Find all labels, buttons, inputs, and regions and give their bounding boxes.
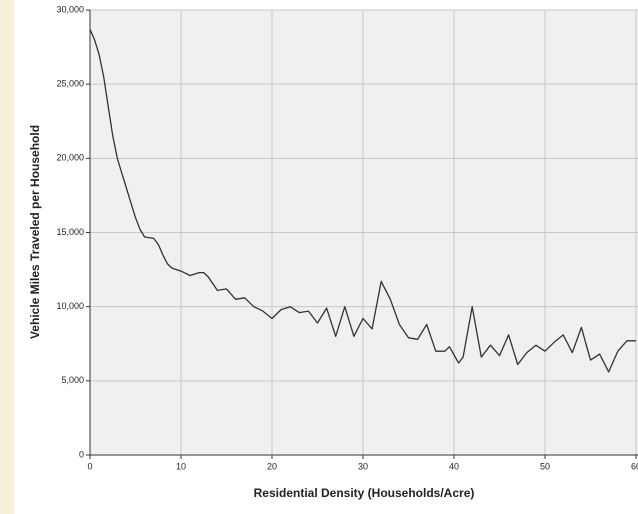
x-tick-label: 50 xyxy=(540,461,550,471)
y-tick-label: 25,000 xyxy=(56,79,84,89)
x-tick-label: 20 xyxy=(267,461,277,471)
side-strip xyxy=(0,0,14,514)
y-tick-label: 5,000 xyxy=(61,375,84,385)
y-axis-title: Vehicle Miles Traveled per Household xyxy=(28,125,42,339)
x-tick-label: 30 xyxy=(358,461,368,471)
y-tick-label: 10,000 xyxy=(56,301,84,311)
x-tick-label: 0 xyxy=(87,461,92,471)
y-tick-label: 30,000 xyxy=(56,4,84,14)
x-axis-title: Residential Density (Households/Acre) xyxy=(254,486,475,500)
y-tick-label: 0 xyxy=(79,449,84,459)
y-tick-label: 20,000 xyxy=(56,153,84,163)
data-line xyxy=(89,29,636,373)
y-tick-label: 15,000 xyxy=(56,227,84,237)
x-tick-label: 10 xyxy=(176,461,186,471)
x-tick-label: 60 xyxy=(631,461,638,471)
x-tick-label: 40 xyxy=(449,461,459,471)
